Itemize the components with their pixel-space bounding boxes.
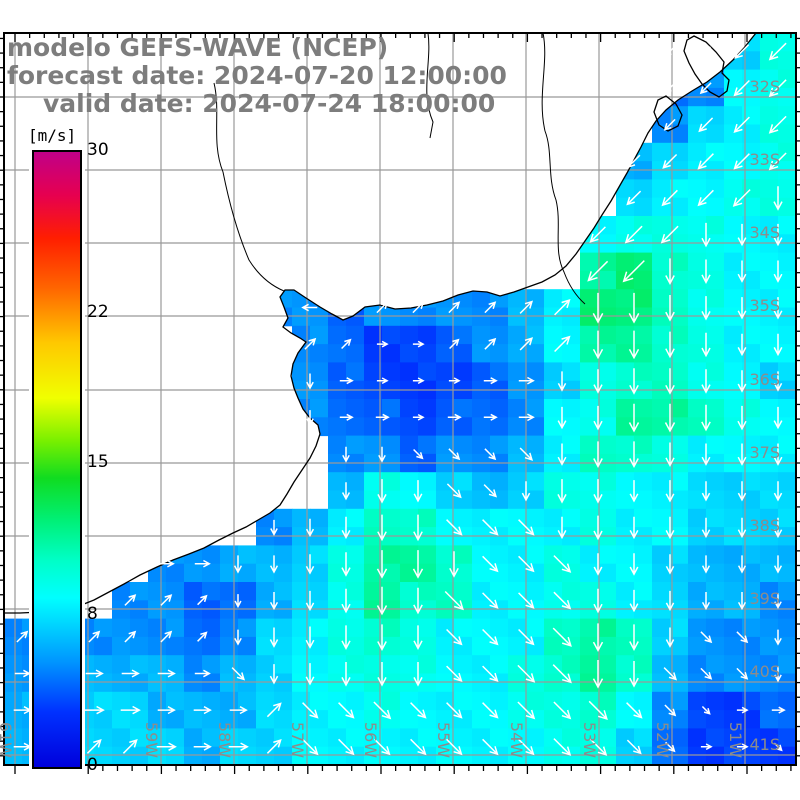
lat-label: 36S — [749, 370, 780, 389]
colorbar-unit-label: [m/s] — [26, 126, 79, 145]
colorbar-tick-label: 15 — [87, 452, 109, 473]
speed-cells-layer — [4, 33, 796, 765]
lon-label: 54W — [507, 721, 526, 759]
lon-label: 59W — [142, 721, 161, 759]
lat-label: 41S — [749, 735, 780, 754]
lat-label: 33S — [749, 150, 780, 169]
lon-label: 61W — [0, 721, 15, 759]
lon-label: 56W — [361, 721, 380, 759]
coastline-layer — [4, 33, 757, 614]
lon-label: 52W — [653, 721, 672, 759]
colorbar-tick-label: 22 — [87, 301, 109, 322]
lat-label: 40S — [749, 662, 780, 681]
graticule-layer — [4, 33, 796, 765]
lat-label: 32S — [749, 77, 780, 96]
valid-date-label: valid date: 2024-07-24 18:00:00 — [43, 89, 496, 118]
lon-label: 57W — [288, 721, 307, 759]
axis-ticks-layer — [0, 32, 800, 774]
lat-label: 35S — [749, 296, 780, 315]
wind-arrows-layer — [13, 42, 787, 756]
lon-label: 58W — [215, 721, 234, 759]
lat-label: 39S — [749, 589, 780, 608]
lat-label: 37S — [749, 443, 780, 462]
colorbar — [32, 150, 82, 769]
colorbar-tick-label: 0 — [87, 755, 98, 775]
lon-label: 53W — [580, 721, 599, 759]
plot-title: modelo GEFS-WAVE (NCEP) — [7, 33, 389, 62]
colorbar-tick-label: 8 — [87, 603, 98, 624]
land-layer — [4, 33, 756, 613]
lon-label: 55W — [434, 721, 453, 759]
lat-label: 38S — [749, 516, 780, 535]
forecast-date-label: forecast date: 2024-07-20 12:00:00 — [7, 61, 507, 90]
lat-label: 34S — [749, 223, 780, 242]
colorbar-tick-label: 30 — [87, 140, 109, 160]
